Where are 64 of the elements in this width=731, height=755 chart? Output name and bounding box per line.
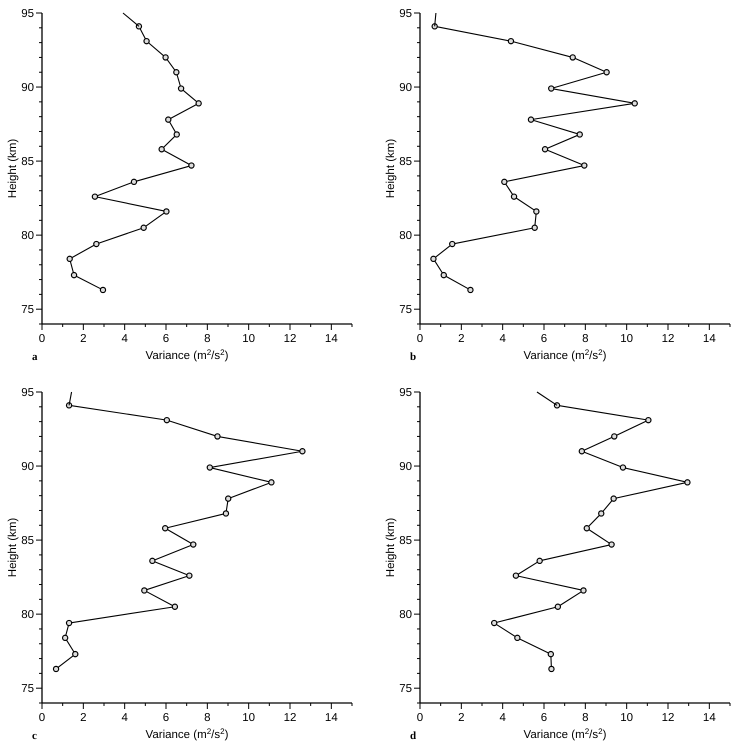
x-tick-label: 12 (284, 712, 296, 724)
x-tick-label: 8 (582, 712, 589, 724)
y-tick-label: 80 (21, 609, 34, 622)
text: d (410, 730, 416, 742)
x-axis-title: Variance (m$^{2}$/s$^{2}$) (146, 726, 229, 741)
x-tick-label: 10 (242, 333, 256, 345)
y-tick-label: 90 (21, 461, 34, 474)
text: b (410, 351, 416, 363)
y-tick-label: 75 (399, 304, 412, 316)
y-tick-label: 80 (21, 230, 34, 242)
y-tick-label: 85 (399, 535, 412, 548)
x-tick-label: 10 (242, 712, 256, 724)
x-tick-label: 12 (662, 333, 674, 345)
y-axis-title: Height (km) (7, 518, 19, 578)
y-tick-label: 80 (399, 230, 412, 242)
y-tick-label: 95 (399, 8, 412, 20)
x-tick-label: 8 (582, 333, 589, 345)
x-tick-label: 0 (38, 333, 46, 345)
x-axis-title: Variance (m$^{2}$/s$^{2}$) (146, 348, 229, 362)
x-tick-label: 6 (540, 712, 548, 724)
x-tick-label: 14 (702, 712, 716, 724)
y-tick-label: 75 (21, 304, 34, 316)
x-tick-label: 4 (121, 712, 128, 724)
text: a (32, 351, 38, 363)
y-tick-label: 95 (399, 387, 412, 400)
x-tick-label: 12 (284, 333, 296, 345)
x-tick-label: 2 (80, 333, 87, 345)
x-tick-label: 4 (499, 712, 506, 724)
x-tick-label: 10 (620, 333, 634, 345)
x-tick-label: 6 (162, 712, 170, 724)
x-tick-label: 14 (324, 712, 338, 724)
y-tick-label: 95 (21, 8, 34, 20)
y-tick-label: 75 (399, 683, 412, 696)
y-tick-label: 85 (21, 535, 34, 548)
x-tick-label: 2 (80, 712, 87, 724)
x-tick-label: 14 (324, 333, 338, 345)
x-tick-label: 6 (540, 333, 548, 345)
y-tick-label: 85 (21, 156, 34, 168)
x-tick-label: 8 (204, 712, 211, 724)
x-tick-label: 12 (662, 712, 674, 724)
x-axis-title: Variance (m$^{2}$/s$^{2}$) (524, 348, 607, 362)
y-axis-title: Height (km) (385, 518, 397, 578)
y-tick-label: 90 (399, 461, 412, 474)
y-tick-label: 95 (21, 387, 34, 400)
x-tick-label: 10 (620, 712, 634, 724)
y-tick-label: 90 (21, 82, 34, 94)
y-axis-title: Height (km) (7, 138, 19, 198)
y-tick-label: 85 (399, 156, 412, 168)
y-tick-label: 75 (21, 683, 34, 696)
text: c (32, 730, 37, 742)
x-tick-label: 8 (204, 333, 211, 345)
y-tick-label: 80 (399, 609, 412, 622)
x-tick-label: 4 (121, 333, 128, 345)
x-tick-label: 4 (499, 333, 506, 345)
x-tick-label: 0 (416, 712, 424, 724)
x-axis-title: Variance (m$^{2}$/s$^{2}$) (524, 726, 607, 741)
y-axis-title: Height (km) (385, 138, 397, 198)
x-tick-label: 2 (458, 712, 465, 724)
x-tick-label: 0 (38, 712, 46, 724)
x-tick-label: 0 (416, 333, 424, 345)
x-tick-label: 2 (458, 333, 465, 345)
x-tick-label: 14 (702, 333, 716, 345)
x-tick-label: 6 (162, 333, 170, 345)
y-tick-label: 90 (399, 82, 412, 94)
